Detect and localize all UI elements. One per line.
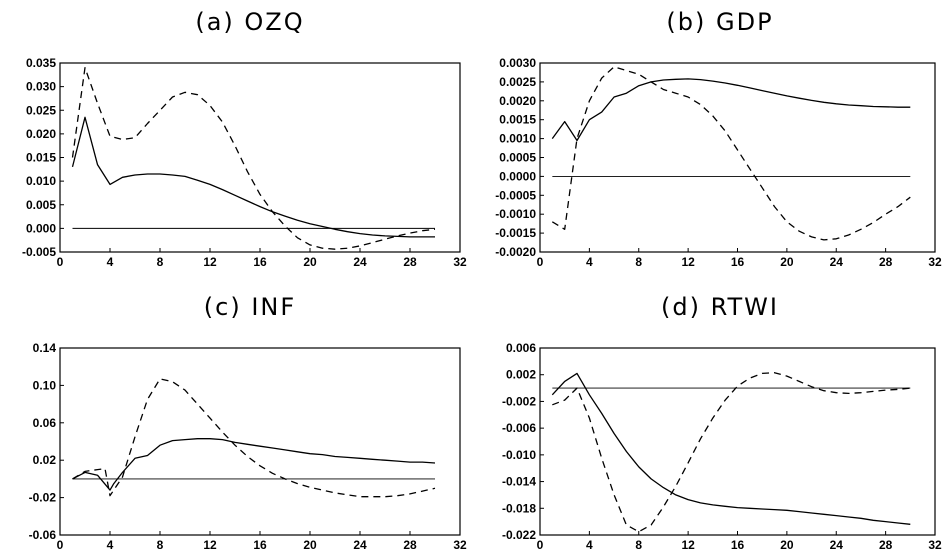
x-tick-label: 20 <box>303 538 317 552</box>
y-tick-label: -0.0015 <box>495 226 536 240</box>
x-tick-label: 4 <box>107 255 114 269</box>
x-tick-label: 24 <box>353 255 367 269</box>
x-tick-label: 32 <box>928 255 942 269</box>
x-tick-label: 28 <box>403 538 417 552</box>
y-tick-label: 0.0025 <box>499 75 536 89</box>
x-tick-label: 24 <box>830 538 844 552</box>
solid-response-line <box>551 372 911 525</box>
solid-response-line <box>551 78 911 142</box>
x-tick-label: 28 <box>403 255 417 269</box>
solid-response-line <box>72 438 436 491</box>
x-tick-label: 8 <box>635 255 642 269</box>
panel-title: (c) INF <box>204 293 296 321</box>
dashed-response-line <box>552 372 911 533</box>
panel-ozq: (a) OZQ 0 4 8 12 16 20 24 28 32 -0.005 0.000 0.005 0… <box>22 8 467 269</box>
panel-title: (b) GDP <box>666 8 773 36</box>
y-tick-label: -0.022 <box>502 528 536 542</box>
y-tick-label: -0.02 <box>29 491 57 505</box>
y-tick-label: -0.06 <box>29 528 57 542</box>
x-tick-label: 28 <box>879 255 893 269</box>
solid-response-line <box>71 116 435 238</box>
x-tick-label: 4 <box>586 255 593 269</box>
y-tick-label: 0.015 <box>26 151 56 165</box>
x-tick-label: 24 <box>830 255 844 269</box>
y-tick-label: -0.014 <box>502 475 536 489</box>
y-tick-label: 0.002 <box>506 368 536 382</box>
y-tick-label: -0.005 <box>22 245 56 259</box>
x-tick-label: 24 <box>353 538 367 552</box>
x-tick-label: 20 <box>780 538 794 552</box>
x-tick-label: 32 <box>453 255 467 269</box>
plot-frame <box>59 347 461 536</box>
y-tick-label: 0.035 <box>26 56 56 70</box>
x-tick-label: 16 <box>253 255 267 269</box>
y-tick-label: -0.0010 <box>495 207 536 221</box>
y-tick-label: 0.025 <box>26 103 56 117</box>
y-tick-label: 0.005 <box>26 198 56 212</box>
x-tick-label: 16 <box>253 538 267 552</box>
y-tick-label: 0.000 <box>26 221 56 235</box>
x-tick-label: 0 <box>57 538 64 552</box>
y-tick-label: -0.002 <box>502 394 536 408</box>
y-tick-label: 0.010 <box>26 174 56 188</box>
plot-frame <box>539 62 936 253</box>
y-tick-label: 0.020 <box>26 127 56 141</box>
panel-title: (d) RTWI <box>661 293 779 321</box>
y-tick-label: -0.0005 <box>495 188 536 202</box>
panel-title: (a) OZQ <box>195 8 304 36</box>
x-tick-label: 12 <box>203 255 217 269</box>
y-tick-label: 0.006 <box>506 341 536 355</box>
y-tick-label: 0.0000 <box>499 169 536 183</box>
dashed-response-line <box>551 66 911 241</box>
x-tick-label: 0 <box>537 255 544 269</box>
y-tick-label: 0.06 <box>33 416 57 430</box>
x-tick-label: 16 <box>731 255 745 269</box>
x-tick-label: 20 <box>780 255 794 269</box>
x-tick-label: 16 <box>731 538 745 552</box>
y-tick-label: 0.0015 <box>499 113 536 127</box>
y-tick-label: 0.0010 <box>499 132 536 146</box>
x-tick-label: 8 <box>635 538 642 552</box>
x-tick-label: 4 <box>107 538 114 552</box>
x-tick-label: 12 <box>203 538 217 552</box>
panel-gdp: (b) GDP 0 4 8 12 16 20 24 28 32 -0.0020 -0.0015 -0.… <box>495 8 942 269</box>
y-tick-label: -0.0020 <box>495 245 536 259</box>
x-tick-label: 8 <box>157 538 164 552</box>
x-tick-label: 12 <box>681 255 695 269</box>
y-tick-label: 0.0020 <box>499 94 536 108</box>
panel-rtwi: (d) RTWI 0 4 8 12 16 20 24 28 32 -0.022 -0.018 -0.0… <box>502 293 942 552</box>
dashed-response-line <box>71 67 436 250</box>
x-tick-label: 12 <box>681 538 695 552</box>
x-tick-label: 28 <box>879 538 893 552</box>
y-tick-label: -0.018 <box>502 501 536 515</box>
x-tick-label: 32 <box>453 538 467 552</box>
y-tick-label: -0.010 <box>502 448 536 462</box>
x-tick-label: 32 <box>928 538 942 552</box>
y-tick-label: 0.10 <box>33 378 57 392</box>
x-tick-label: 0 <box>537 538 544 552</box>
x-tick-label: 20 <box>303 255 317 269</box>
x-tick-label: 0 <box>57 255 64 269</box>
x-tick-label: 8 <box>157 255 164 269</box>
plot-frame <box>59 62 461 253</box>
y-tick-label: 0.14 <box>33 341 57 355</box>
y-tick-label: -0.006 <box>502 421 536 435</box>
y-tick-label: 0.030 <box>26 80 56 94</box>
y-tick-label: 0.0005 <box>499 151 536 165</box>
panel-inf: (c) INF 0 4 8 12 16 20 24 28 32 -0.06 -0.02 0.02 0.0… <box>29 293 467 552</box>
dashed-response-line <box>72 378 436 498</box>
x-tick-label: 4 <box>586 538 593 552</box>
y-tick-label: 0.0030 <box>499 56 536 70</box>
y-tick-label: 0.02 <box>33 453 57 467</box>
